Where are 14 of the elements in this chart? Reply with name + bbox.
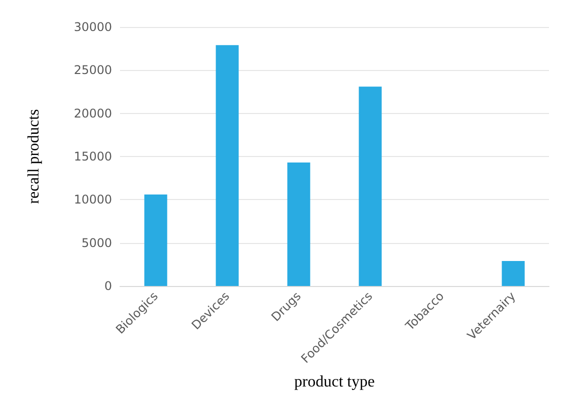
y-tick-label: 5000 — [81, 236, 112, 250]
bar — [287, 162, 310, 286]
bar — [216, 45, 239, 286]
y-axis-title: recall products — [26, 109, 42, 204]
y-tick-label: 25000 — [74, 63, 112, 78]
x-axis-title: product type — [294, 374, 375, 390]
y-tick-label: 15000 — [74, 150, 112, 164]
bar — [358, 86, 382, 286]
y-tick-label: 30000 — [74, 20, 112, 34]
y-tick-label: 20000 — [74, 106, 112, 120]
bar — [144, 194, 168, 286]
y-tick-label: 0 — [104, 279, 112, 293]
bar — [502, 260, 525, 286]
y-tick-label: 10000 — [74, 192, 112, 207]
